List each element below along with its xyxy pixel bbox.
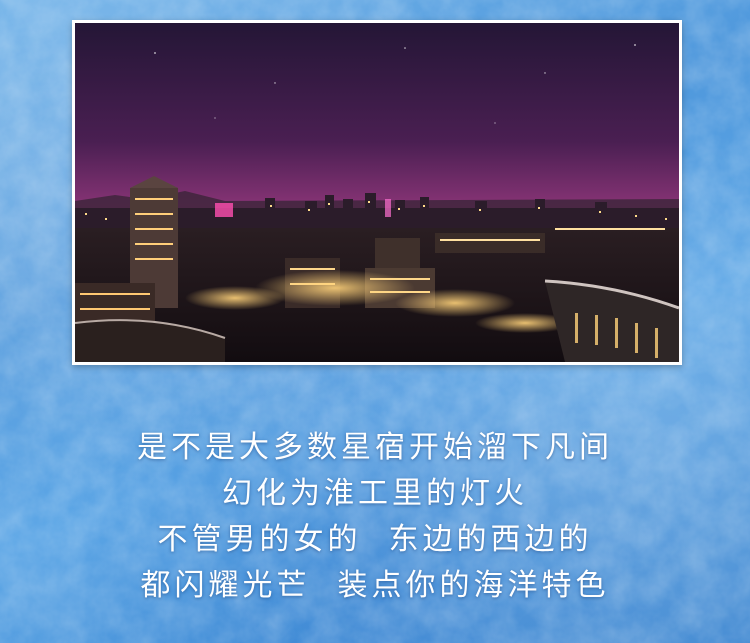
- night-city-photo: [75, 23, 679, 362]
- poem-line-4: 都闪耀光芒 装点你的海洋特色: [140, 568, 610, 603]
- poem-line-3: 不管男的女的 东边的西边的: [157, 522, 593, 557]
- poem-line-2: 幻化为淮工里的灯火: [222, 476, 528, 511]
- poem-line-1: 是不是大多数星宿开始溜下凡间: [137, 430, 613, 465]
- photo-frame: [72, 20, 682, 365]
- poem-text: 是不是大多数星宿开始溜下凡间 幻化为淮工里的灯火 不管男的女的 东边的西边的 都…: [0, 425, 750, 609]
